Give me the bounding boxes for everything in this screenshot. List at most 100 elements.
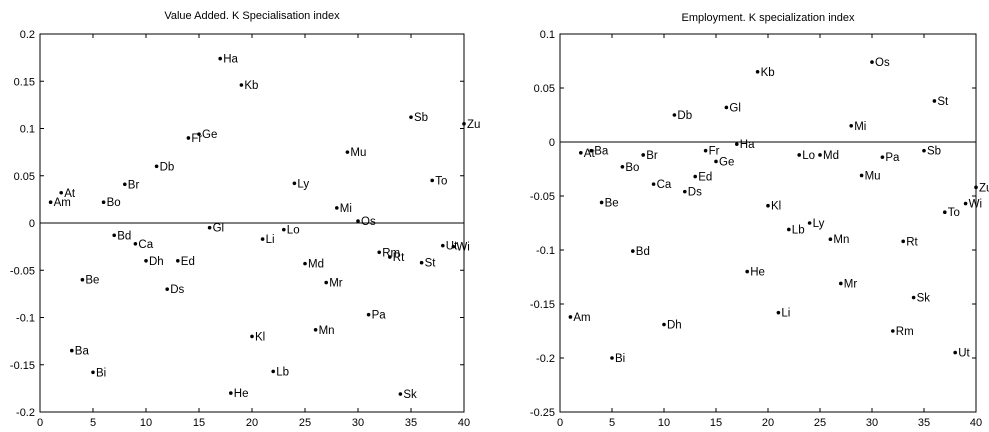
data-point <box>250 334 254 339</box>
point-label: Am <box>54 197 71 209</box>
data-point <box>963 201 968 206</box>
point-label: At <box>64 188 76 200</box>
x-tick-label: 15 <box>710 417 722 429</box>
data-point <box>870 60 874 64</box>
y-tick-label: -0.2 <box>536 353 555 365</box>
x-tick-label: 20 <box>246 417 258 429</box>
point-label: Sb <box>927 146 941 158</box>
x-tick-label: 40 <box>458 417 470 429</box>
x-tick-label: 5 <box>90 417 96 429</box>
y-tick-label: 0 <box>549 137 555 149</box>
point-label: Ly <box>813 218 825 230</box>
data-point <box>932 99 937 103</box>
data-point <box>218 56 222 61</box>
data-point <box>101 200 106 205</box>
data-point <box>901 239 905 244</box>
point-label: Md <box>308 259 324 271</box>
data-point <box>641 153 645 157</box>
point-label: Am <box>573 312 590 324</box>
x-tick-label: 30 <box>352 417 364 429</box>
data-point <box>144 259 148 263</box>
data-point <box>91 370 95 375</box>
x-tick-label: 0 <box>37 417 43 429</box>
point-label: He <box>234 388 249 400</box>
point-label: Li <box>266 234 275 246</box>
data-point <box>282 227 286 232</box>
data-point <box>651 182 656 186</box>
data-point <box>207 225 212 230</box>
data-point <box>462 121 466 126</box>
data-point <box>123 182 127 187</box>
y-tick-label: -0.05 <box>530 191 555 203</box>
point-label: Ba <box>75 346 90 358</box>
x-tick-label: 10 <box>658 417 670 429</box>
data-point <box>849 124 853 128</box>
data-point <box>953 350 957 355</box>
value-added-chart: Value Added. K Specialisation index 0 5 10 1… <box>10 10 481 429</box>
data-point <box>303 261 307 266</box>
y-tick-label: 0.1 <box>20 124 35 136</box>
data-point <box>610 356 614 360</box>
point-label: Gl <box>729 102 741 114</box>
point-label: Br <box>646 150 658 162</box>
data-point <box>745 269 749 274</box>
data-point <box>599 200 604 205</box>
data-point <box>880 155 885 159</box>
data-point <box>133 241 138 246</box>
data-point <box>787 227 791 232</box>
y-tick-label: -0.05 <box>10 265 35 277</box>
point-label: Sk <box>403 389 417 401</box>
data-point <box>356 219 360 223</box>
y-tick-label: -0.15 <box>530 299 555 311</box>
point-label: Lo <box>802 150 815 162</box>
point-label: Zu <box>979 182 989 194</box>
point-label: At <box>584 148 596 160</box>
point-label: Ed <box>698 172 712 184</box>
data-point <box>451 244 456 249</box>
data-point <box>197 132 201 136</box>
point-label: Ut <box>958 348 970 360</box>
data-point <box>324 280 329 285</box>
x-tick-label: 35 <box>918 417 930 429</box>
point-label: To <box>435 175 447 187</box>
data-point <box>186 136 191 140</box>
point-label: Fr <box>191 133 202 145</box>
point-label: Rm <box>382 247 400 259</box>
point-label: Mn <box>833 234 849 246</box>
x-tick-label: 35 <box>405 417 417 429</box>
point-label: Bo <box>107 197 121 209</box>
y-tick-label: -0.1 <box>536 245 555 257</box>
point-label: St <box>425 258 437 270</box>
x-tick-label: 10 <box>140 417 152 429</box>
point-label: Md <box>823 150 839 162</box>
y-tick-label: 0.2 <box>20 29 35 41</box>
data-point <box>620 165 625 169</box>
data-point <box>335 206 339 210</box>
data-point <box>409 115 413 119</box>
point-label: Kl <box>771 201 781 213</box>
x-tick-label: 15 <box>193 417 205 429</box>
data-point <box>260 237 265 241</box>
x-tick-label: 40 <box>970 417 982 429</box>
data-point <box>568 315 573 319</box>
point-label: Sk <box>917 293 931 305</box>
x-tick-label: 5 <box>609 417 615 429</box>
data-point <box>818 153 822 157</box>
point-label: Ds <box>170 284 184 296</box>
point-label: Ha <box>223 54 238 66</box>
point-label: Ds <box>688 187 702 199</box>
x-tick-label: 25 <box>814 417 826 429</box>
point-label: Db <box>677 110 692 122</box>
point-label: St <box>937 96 949 108</box>
x-tick-label: 20 <box>762 417 774 429</box>
data-point <box>271 369 276 374</box>
data-point <box>48 200 53 205</box>
point-label: Wi <box>969 199 982 211</box>
point-label: Fr <box>709 146 720 158</box>
data-point <box>807 221 812 225</box>
data-point <box>589 148 593 153</box>
data-point <box>776 310 781 315</box>
y-tick-label: -0.1 <box>16 313 35 325</box>
data-point <box>579 151 583 155</box>
data-point <box>80 277 85 282</box>
